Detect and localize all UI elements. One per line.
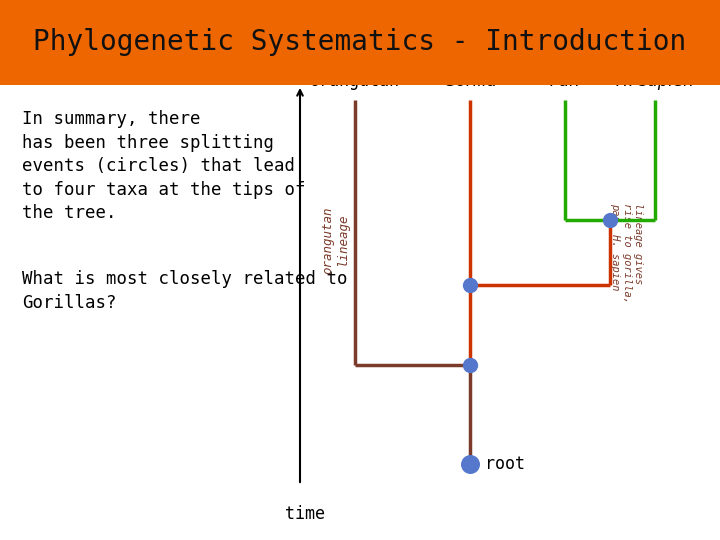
Text: lineage gives
rise to gorilla,
pan, H. sapien: lineage gives rise to gorilla, pan, H. s… (610, 203, 643, 303)
Text: Phylogenetic Systematics - Introduction: Phylogenetic Systematics - Introduction (33, 29, 687, 57)
Text: H. sapien: H. sapien (616, 72, 694, 90)
Point (464, 281, 476, 289)
Text: orangutan: orangutan (310, 72, 400, 90)
Text: orangutan
lineage: orangutan lineage (321, 206, 349, 274)
Text: Pan: Pan (549, 72, 580, 90)
Text: What is most closely related to
Gorillas?: What is most closely related to Gorillas… (22, 270, 348, 312)
Point (464, 361, 476, 369)
Bar (0, 0, 720, 85)
Text: Gorilla: Gorilla (443, 72, 497, 90)
Text: In summary, there
has been three splitting
events (circles) that lead
to four ta: In summary, there has been three splitti… (22, 110, 305, 222)
Text: root: root (485, 455, 525, 473)
Point (464, 460, 476, 468)
Point (604, 215, 616, 224)
Text: time: time (285, 505, 325, 523)
